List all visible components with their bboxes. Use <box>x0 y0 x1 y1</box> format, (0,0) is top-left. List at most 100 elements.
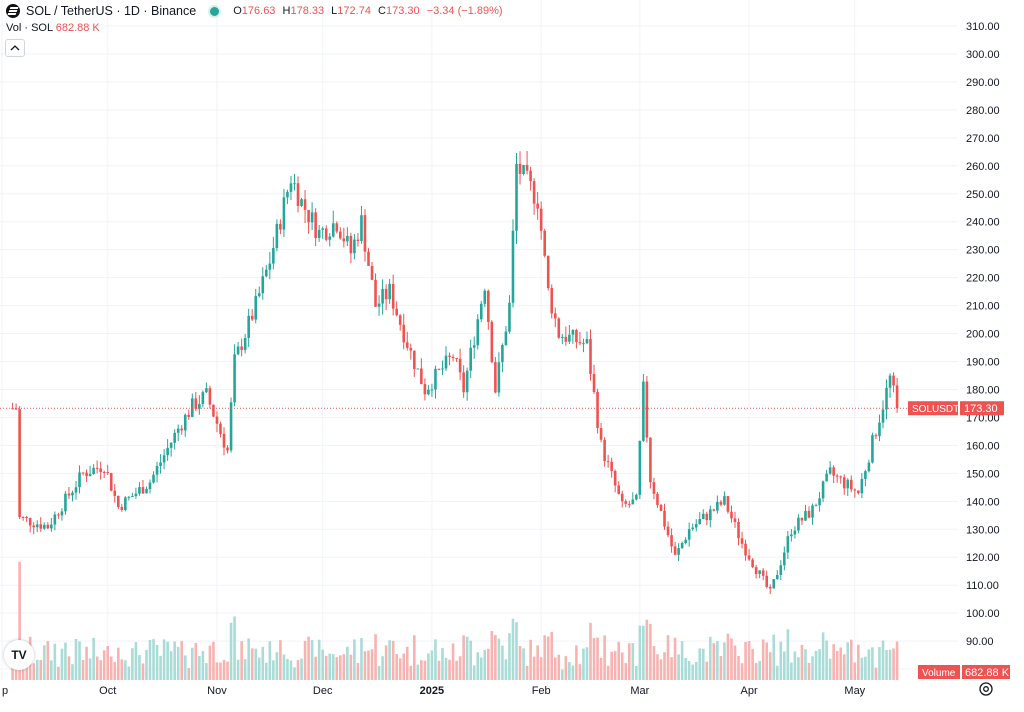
volume-bar <box>666 635 670 680</box>
candle-body <box>423 384 427 395</box>
candle-body <box>356 239 360 242</box>
y-tick-label: 240.00 <box>966 217 1000 229</box>
volume-bar <box>74 638 78 680</box>
volume-bar <box>53 643 57 680</box>
volume-bar <box>825 640 828 680</box>
volume-bar <box>374 634 377 680</box>
volume-bar <box>832 644 835 680</box>
x-tick-label: Oct <box>99 685 116 697</box>
candle-body <box>257 293 261 297</box>
x-tick-label: p <box>2 685 8 697</box>
volume-bar <box>705 661 709 680</box>
candle-body <box>864 471 867 479</box>
candle-body <box>508 302 511 332</box>
volume-bar <box>173 641 176 680</box>
y-tick-label: 100.00 <box>966 608 1000 620</box>
candle-body <box>127 496 131 498</box>
collapse-legend-button[interactable] <box>5 39 25 57</box>
candle-body <box>828 467 832 474</box>
ohlc-values: O176.63 H178.33 L172.74 C173.30 −3.34 (−… <box>233 5 506 17</box>
symbol-title[interactable]: SOL / TetherUS · 1D · Binance <box>26 4 197 18</box>
volume-bar <box>420 660 423 680</box>
candle-body <box>553 313 557 319</box>
volume-bar <box>458 656 462 680</box>
candle-body <box>145 489 148 494</box>
volume-bar <box>286 659 289 680</box>
gear-icon[interactable] <box>978 681 994 697</box>
candle-body <box>74 487 78 493</box>
volume-bar <box>659 659 663 680</box>
volume-bar <box>194 642 198 680</box>
candle-body <box>642 381 645 441</box>
candle-body <box>88 474 92 477</box>
candle-body <box>159 462 162 467</box>
volume-bar <box>867 649 871 680</box>
candle-body <box>677 548 680 555</box>
candle-body <box>413 350 416 370</box>
candle-body <box>744 543 747 556</box>
volume-bar <box>324 655 328 680</box>
candle-body <box>102 471 106 473</box>
candle-body <box>487 290 490 322</box>
candle-body <box>881 409 885 423</box>
tradingview-logo-icon[interactable]: TV <box>4 640 34 670</box>
volume-bar <box>687 661 691 680</box>
volume-bar <box>557 654 561 680</box>
volume-bar <box>448 659 451 680</box>
volume-bar <box>860 657 864 680</box>
volume-bar <box>187 668 191 680</box>
candle-body <box>666 526 670 536</box>
candle-body <box>691 527 695 530</box>
volume-bar <box>353 639 356 680</box>
volume-bar <box>95 656 99 680</box>
volume-bar <box>571 665 575 680</box>
volume-bar <box>183 655 187 680</box>
candle-body <box>451 356 455 359</box>
volume-bar <box>60 648 64 680</box>
candle-body <box>712 509 716 511</box>
volume-bar <box>797 657 800 680</box>
y-tick-label: 190.00 <box>966 357 1000 369</box>
candle-body <box>95 467 99 469</box>
volume-bar <box>691 664 695 680</box>
volume-bar <box>222 660 226 680</box>
volume-bar <box>81 659 85 680</box>
candle-body <box>568 334 571 342</box>
volume-bar <box>416 664 420 680</box>
candle-body <box>783 552 786 566</box>
volume-bar <box>342 654 346 680</box>
candle-body <box>857 490 860 494</box>
candle-body <box>353 239 356 254</box>
candle-body <box>331 223 335 237</box>
candle-body <box>190 398 194 417</box>
candle-body <box>832 467 835 476</box>
candle-body <box>286 191 289 198</box>
volume-bar <box>536 645 539 680</box>
volume-bar <box>719 655 723 680</box>
candle-body <box>25 517 28 519</box>
candle-body <box>811 505 814 518</box>
volume-bar <box>349 654 353 680</box>
volume-bar <box>99 660 102 680</box>
candle-body <box>405 342 409 348</box>
y-tick-label: 270.00 <box>966 133 1000 145</box>
price-tag-value: 173.30 <box>964 403 998 415</box>
volume-bar <box>642 625 645 680</box>
candle-body <box>797 517 800 531</box>
volume-bar <box>680 641 684 680</box>
y-tick-label: 300.00 <box>966 49 1000 61</box>
volume-bar <box>300 658 303 680</box>
volume-bar <box>21 663 25 680</box>
volume-bar <box>828 658 832 680</box>
volume-bar <box>226 661 229 680</box>
volume-bar <box>504 659 508 680</box>
y-tick-label: 200.00 <box>966 329 1000 341</box>
candle-body <box>818 498 821 506</box>
candle-body <box>113 490 117 496</box>
candle-body <box>335 223 339 232</box>
candle-body <box>638 440 642 495</box>
volume-bar <box>64 642 67 680</box>
volume-bar <box>423 660 427 680</box>
volume-bar <box>296 660 300 680</box>
